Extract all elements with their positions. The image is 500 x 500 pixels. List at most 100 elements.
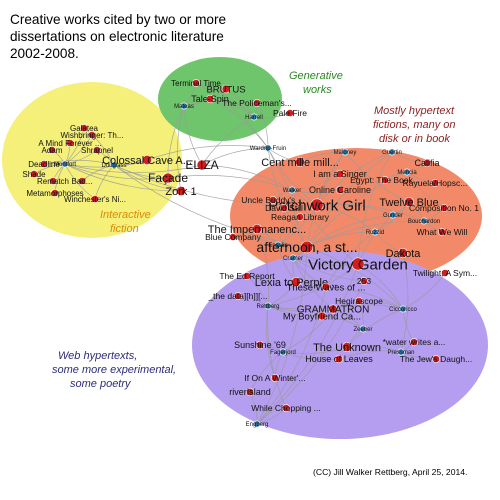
edge-wardrip-fruin-eliza [201,147,269,166]
work-node-label: *water writes a... [383,337,446,347]
edge-montfort-facade [64,163,169,180]
edge-douglass-galatea [83,127,115,166]
dissertation-node-label: Gunder [383,213,403,219]
edge-engberg-n-253 [256,280,365,425]
work-node-dot [432,355,440,363]
node-cent-mille: Cent mille mill... [261,157,339,169]
work-node-dot [91,195,99,203]
edge-fagerjord-riverisland [249,351,284,393]
work-node-dot [229,233,237,241]
dissertation-node-label: Montfort [54,162,76,168]
edge-rettberg-my-boyfriend [267,305,323,317]
node-afternoon: afternoon, a st... [256,239,357,255]
work-node-label: Victory Garden [308,256,408,273]
work-node-dot [80,124,88,132]
node-policemans: The Policeman's... [222,98,292,108]
dissertation-node-dot [389,211,397,219]
work-node-dot [196,159,208,171]
edge-maloney-afternoon [306,151,346,248]
node-califia: Califia [414,158,439,168]
edge-douglass-deadline [43,159,115,166]
edge-guertin-afternoon [306,151,393,248]
node-gunder: Gunder [383,211,403,219]
node-deadline: Deadline [28,160,60,169]
work-node-label: The Jew's Daugh... [400,354,473,364]
work-node-dot [30,170,38,178]
dissertation-node-label: Ciccoricco [389,307,417,313]
work-node-label: riverIsland [229,387,271,397]
work-node-label: Bad... [72,177,93,186]
dissertation-node-dot [264,144,272,152]
node-mind-forever: A Mind Forever ... [38,139,101,148]
work-node-dot [296,213,304,221]
edge-walker-i-am-singer [291,173,341,191]
work-node-dot [335,169,345,179]
edge-harrell-terminal-time [195,82,255,118]
work-node-label: Deadline [28,160,60,169]
work-node-label: Shade [22,170,46,179]
dissertation-node-label: Fagerjord [270,350,296,356]
node-the-unknown: The Unknown [313,342,381,354]
dissertation-node-dot [110,161,118,169]
edge-rettberg-impermanence [256,228,270,307]
work-node-label: Zork 1 [165,186,196,198]
work-node-dot [355,297,363,305]
work-node-dot [282,404,290,412]
node-my-boyfriend: My Boyfriend Ca... [283,311,361,322]
cluster-layer [2,57,488,439]
node-winters: If On A Winter'... [244,373,305,383]
work-node-label: While Chopping ... [251,403,320,413]
node-water-writes: *water writes a... [383,337,446,347]
work-node-dot [321,282,331,292]
work-node-label: Sunshine '69 [234,340,286,350]
work-node-dot [431,179,439,187]
node-wardrip-fruin: Wardrip-Fruin [250,144,286,152]
node-guertin: Guertin [382,148,402,156]
edge-ciccoricco-the-unknown [346,308,404,348]
dissertation-node-dot [420,217,428,225]
node-zork: Zork 1 [165,186,196,198]
edge-wardrip-fruin-policemans [256,102,269,149]
work-node-label: BRUTUS [206,84,245,95]
work-node-dot [300,240,314,254]
work-node-dot [49,177,57,185]
work-node-dot [410,338,418,346]
node-these-waves: These Waves of ... [287,282,366,293]
work-node-dot [192,79,200,87]
node-lexia: Lexia to Perple... [255,277,338,289]
node-adam: Adam [42,146,63,155]
node-pale-fire: Pale Fire [273,108,307,118]
work-node-label: Hegirascope [335,296,383,306]
edge-montfort-winchester [64,163,96,200]
node-david-still: David Still [265,203,303,213]
dissertation-node-dot [388,148,396,156]
edge-walker-facade [167,175,293,191]
edge-walker-eliza [201,164,293,191]
dissertation-node-dot [371,228,379,236]
work-node-dot [335,185,345,195]
work-node-dot [310,198,324,212]
edge-cramer-n-253 [292,257,365,282]
work-node-label: The Unknown [313,342,381,354]
dissertation-node-dot [289,254,297,262]
node-uncle-buddy: Uncle Buddy's ... [241,195,305,205]
work-node-label: afternoon, a st... [256,239,357,255]
work-node-label: Lexia to Perple... [255,277,338,289]
work-node-dot [351,257,365,271]
node-montfort: Montfort [54,160,76,168]
edge-engberg-afternoon [256,246,308,425]
cluster-label-layer: Interactive fiction Generative works Mos… [52,70,456,390]
work-node-dot [295,157,305,167]
edge-walker-online-caroline [291,189,341,194]
work-node-label: Galatea [70,124,99,133]
dissertation-node-label: Guertin [382,150,402,156]
work-node-dot [342,342,352,352]
dissertation-node-dot [61,160,69,168]
node-n-253: 253 [357,276,371,286]
edge-wardrip-fruin-patchwork-girl [267,147,318,206]
node-bouchardon: Bouchardon [408,217,440,225]
web-hypertexts-cluster [192,251,488,439]
edge-ruzzid-these-waves [325,231,376,288]
edge-harrell-eliza [201,116,255,166]
work-node-label: A Mind Forever ... [38,139,101,148]
